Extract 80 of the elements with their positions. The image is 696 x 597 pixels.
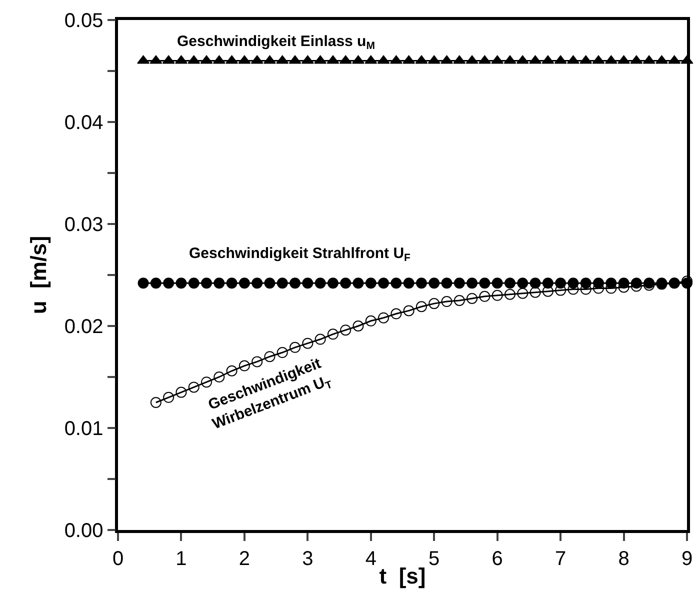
point	[276, 278, 288, 289]
point	[138, 278, 149, 289]
y-axis-title: u [m/s]	[26, 236, 52, 314]
point	[428, 278, 440, 289]
point	[492, 290, 503, 301]
x-tick-label: 2	[238, 548, 250, 570]
point	[542, 278, 554, 289]
point	[340, 324, 352, 336]
point	[365, 315, 376, 326]
point	[416, 301, 427, 312]
point	[327, 328, 338, 340]
y-tick-label: 0.05	[64, 10, 104, 32]
point	[378, 278, 390, 289]
point	[479, 278, 490, 289]
point	[226, 278, 238, 289]
point	[479, 290, 490, 302]
point	[238, 278, 250, 289]
point	[352, 320, 364, 332]
y-tick-label: 0.00	[64, 520, 104, 542]
point	[504, 288, 516, 300]
x-tick-label: 4	[365, 548, 376, 570]
point	[441, 296, 452, 308]
point	[150, 278, 162, 289]
x-tick-label: 8	[618, 548, 630, 570]
x-tick-label: 6	[492, 548, 503, 570]
point	[163, 392, 174, 403]
point	[302, 278, 314, 289]
y-tick-label: 0.01	[64, 418, 104, 440]
point	[352, 278, 364, 289]
point	[378, 312, 390, 324]
point	[365, 278, 376, 289]
point	[252, 278, 263, 289]
point	[466, 278, 478, 289]
point	[517, 288, 528, 299]
point	[188, 382, 200, 393]
x-axis-title: t [s]	[379, 564, 426, 589]
annotation: Geschwindigkeit Einlass u$_{M}$	[177, 33, 376, 52]
point	[163, 278, 174, 289]
point	[555, 278, 566, 289]
x-tick-label: 9	[681, 548, 693, 570]
point	[454, 278, 465, 289]
annotation: Geschwindigkeit Strahlfront U$_{F}$	[189, 245, 412, 264]
x-tick-label: 1	[176, 548, 187, 570]
point	[176, 386, 187, 398]
x-tick-label: 5	[428, 548, 440, 570]
point	[441, 278, 452, 289]
point	[530, 278, 541, 289]
point	[517, 278, 528, 289]
x-tick-label: 3	[302, 548, 314, 570]
point	[428, 298, 440, 310]
point	[176, 278, 187, 289]
y-tick-label: 0.04	[64, 112, 104, 134]
point	[416, 278, 427, 289]
point	[201, 278, 212, 289]
x-tick-label: 0	[112, 548, 124, 570]
point	[403, 278, 414, 289]
point	[290, 278, 301, 289]
point	[214, 278, 225, 289]
point	[302, 338, 314, 349]
point	[390, 308, 402, 320]
point	[340, 278, 352, 289]
y-tick-label: 0.02	[64, 316, 104, 338]
point	[150, 397, 162, 408]
point	[264, 278, 276, 289]
point	[314, 278, 326, 289]
point	[314, 334, 326, 345]
point	[542, 286, 554, 297]
point	[466, 292, 478, 304]
point	[276, 347, 288, 358]
point	[188, 278, 200, 289]
point	[327, 278, 338, 289]
point	[390, 278, 402, 289]
x-tick-label: 7	[554, 548, 566, 570]
point	[492, 278, 503, 289]
point	[290, 342, 301, 353]
point	[454, 295, 465, 306]
point	[403, 305, 414, 316]
y-tick-label: 0.03	[64, 214, 104, 236]
point	[530, 286, 541, 298]
point	[504, 278, 516, 289]
